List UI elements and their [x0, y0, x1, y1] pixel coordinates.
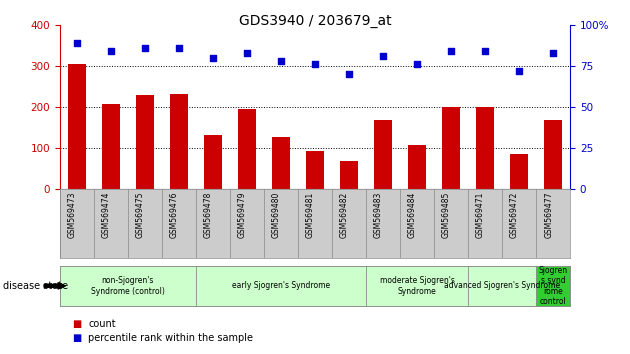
Text: disease state: disease state	[3, 281, 68, 291]
Point	[310, 62, 320, 67]
Bar	[536, 266, 570, 306]
Text: GSM569472: GSM569472	[510, 192, 519, 238]
Point	[378, 53, 388, 59]
Point	[174, 45, 184, 51]
Bar	[101, 104, 120, 189]
Point	[242, 50, 252, 56]
Bar	[169, 93, 188, 189]
Bar	[468, 266, 536, 306]
Text: GSM569477: GSM569477	[544, 192, 553, 238]
Point	[72, 40, 82, 46]
Point	[480, 48, 490, 54]
Bar	[408, 145, 427, 189]
Text: moderate Sjogren's
Syndrome: moderate Sjogren's Syndrome	[380, 276, 454, 296]
Text: GSM569479: GSM569479	[238, 192, 247, 238]
Bar	[366, 266, 468, 306]
Text: GSM569476: GSM569476	[170, 192, 179, 238]
Bar	[510, 154, 529, 189]
Point	[446, 48, 456, 54]
Point	[140, 45, 150, 51]
Text: count: count	[88, 319, 116, 329]
Bar	[135, 95, 154, 189]
Bar	[544, 120, 563, 189]
Text: GDS3940 / 203679_at: GDS3940 / 203679_at	[239, 14, 391, 28]
Text: GSM569485: GSM569485	[442, 192, 451, 238]
Bar	[306, 151, 324, 189]
Point	[208, 55, 218, 61]
Text: GSM569478: GSM569478	[204, 192, 213, 238]
Bar	[203, 135, 222, 189]
Point	[412, 62, 422, 67]
Text: non-Sjogren's
Syndrome (control): non-Sjogren's Syndrome (control)	[91, 276, 165, 296]
Text: percentile rank within the sample: percentile rank within the sample	[88, 333, 253, 343]
Bar	[67, 64, 86, 189]
Text: GSM569481: GSM569481	[306, 192, 315, 238]
Text: GSM569473: GSM569473	[68, 192, 77, 238]
Text: advanced Sjogren's Syndrome: advanced Sjogren's Syndrome	[444, 281, 560, 290]
Bar	[340, 161, 358, 189]
Bar	[60, 266, 196, 306]
Point	[548, 50, 558, 56]
Text: ■: ■	[72, 333, 82, 343]
Text: ■: ■	[72, 319, 82, 329]
Text: Sjogren
s synd
rome
control: Sjogren s synd rome control	[539, 266, 568, 306]
Bar	[374, 120, 392, 189]
Bar	[272, 137, 290, 189]
Text: GSM569482: GSM569482	[340, 192, 349, 238]
Point	[344, 72, 354, 77]
Bar	[238, 109, 256, 189]
Bar	[196, 266, 366, 306]
Text: GSM569480: GSM569480	[272, 192, 281, 238]
Text: GSM569484: GSM569484	[408, 192, 417, 238]
Bar	[442, 107, 461, 189]
Text: GSM569471: GSM569471	[476, 192, 485, 238]
Point	[106, 48, 116, 54]
Text: GSM569474: GSM569474	[102, 192, 111, 238]
Text: early Sjogren's Syndrome: early Sjogren's Syndrome	[232, 281, 330, 290]
Text: GSM569483: GSM569483	[374, 192, 383, 238]
Point	[514, 68, 524, 74]
Text: GSM569475: GSM569475	[136, 192, 145, 238]
Bar	[476, 107, 495, 189]
Point	[276, 58, 286, 64]
